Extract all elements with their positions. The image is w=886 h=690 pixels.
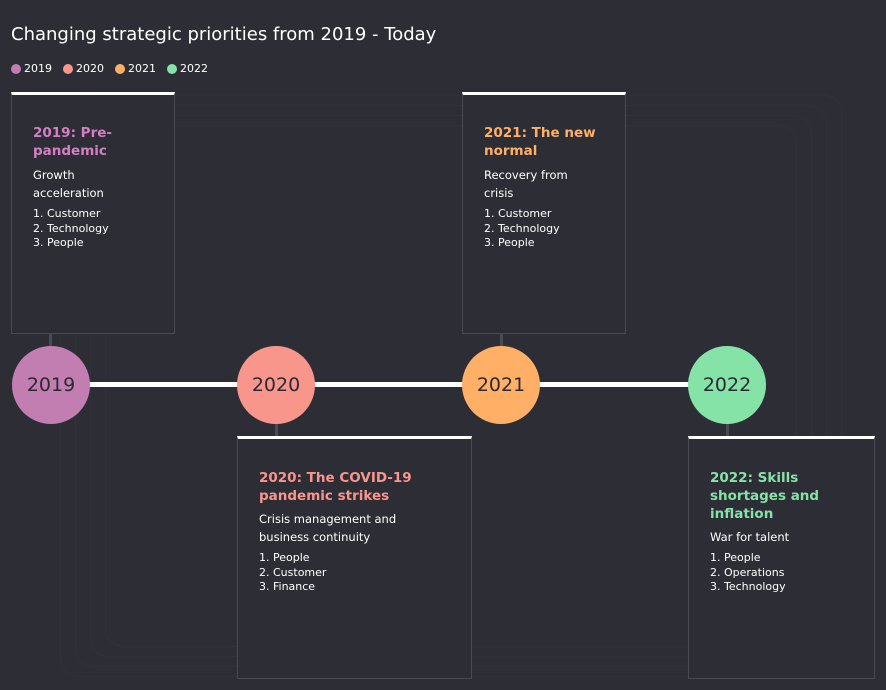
legend-marker [11, 63, 21, 74]
connector-2019 [49, 333, 52, 349]
connector-2022 [726, 421, 729, 438]
priority-item: 2. Operations [710, 565, 785, 579]
year-node-2020[interactable]: 2020 [237, 346, 315, 424]
milestone-theme: Recovery from crisis [484, 168, 568, 200]
milestone-heading: 2019: Pre- pandemic [33, 125, 112, 159]
milestone-heading: 2022: Skills shortages and inflation [710, 470, 820, 522]
legend-item-2020[interactable]: 2020 [63, 62, 104, 75]
priority-item: 3. Finance [259, 580, 316, 593]
legend-label: 2021 [128, 62, 156, 75]
priority-item: 1. Customer [33, 207, 101, 220]
priority-item: 1. People [259, 551, 310, 564]
milestone-theme: Crisis management and business continuit… [259, 512, 397, 544]
milestone-theme: Growth acceleration [33, 168, 104, 200]
priority-list: 1. Customer 2. Technology 3. People [484, 207, 560, 251]
priority-item: 3. People [33, 236, 84, 249]
legend-label: 2022 [180, 62, 208, 75]
legend-marker [115, 63, 125, 74]
year-node-2019[interactable]: 2019 [12, 346, 90, 424]
milestone-heading: 2021: The new normal [484, 125, 596, 159]
page-title: Changing strategic priorities from 2019 … [11, 24, 437, 45]
legend-marker [63, 63, 73, 74]
priority-item: 3. People [484, 236, 535, 249]
year-node-2022[interactable]: 2022 [688, 346, 766, 424]
legend-item-2019[interactable]: 2019 [11, 62, 52, 75]
priority-item: 3. Technology [710, 580, 786, 593]
timeline-line [50, 382, 728, 387]
legend-marker [167, 63, 177, 74]
priority-list: 1. People 2. Operations 3. Technology [710, 551, 786, 595]
milestone-heading: 2020: The COVID-19 pandemic strikes [259, 470, 412, 504]
milestone-card-2019[interactable]: 2019: Pre- pandemic Growth acceleration … [11, 92, 175, 334]
priority-item: 1. Customer [484, 207, 552, 220]
milestone-card-2022[interactable]: 2022: Skills shortages and inflation War… [688, 436, 875, 679]
legend-item-2022[interactable]: 2022 [167, 62, 208, 75]
priority-item: 2. Technology [33, 221, 109, 235]
priority-list: 1. Customer 2. Technology 3. People [33, 207, 109, 251]
legend-label: 2019 [24, 62, 52, 75]
priority-item: 2. Technology [484, 221, 560, 235]
milestone-theme: War for talent [710, 530, 790, 544]
legend-item-2021[interactable]: 2021 [115, 62, 156, 75]
year-node-2021[interactable]: 2021 [462, 346, 540, 424]
milestone-card-2021[interactable]: 2021: The new normal Recovery from crisi… [462, 92, 626, 334]
connector-2020 [275, 421, 278, 438]
priority-item: 1. People [710, 551, 761, 564]
legend-label: 2020 [76, 62, 104, 75]
connector-2021 [500, 333, 503, 349]
priority-list: 1. People 2. Customer 3. Finance [259, 551, 326, 595]
priority-item: 2. Customer [259, 565, 327, 579]
milestone-card-2020[interactable]: 2020: The COVID-19 pandemic strikes Cris… [237, 436, 472, 679]
legend: 2019 2020 2021 2022 [11, 62, 208, 75]
